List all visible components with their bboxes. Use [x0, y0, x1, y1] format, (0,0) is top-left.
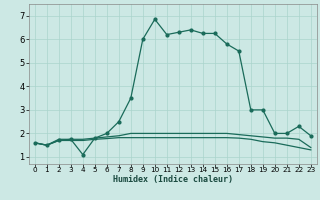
X-axis label: Humidex (Indice chaleur): Humidex (Indice chaleur) — [113, 175, 233, 184]
